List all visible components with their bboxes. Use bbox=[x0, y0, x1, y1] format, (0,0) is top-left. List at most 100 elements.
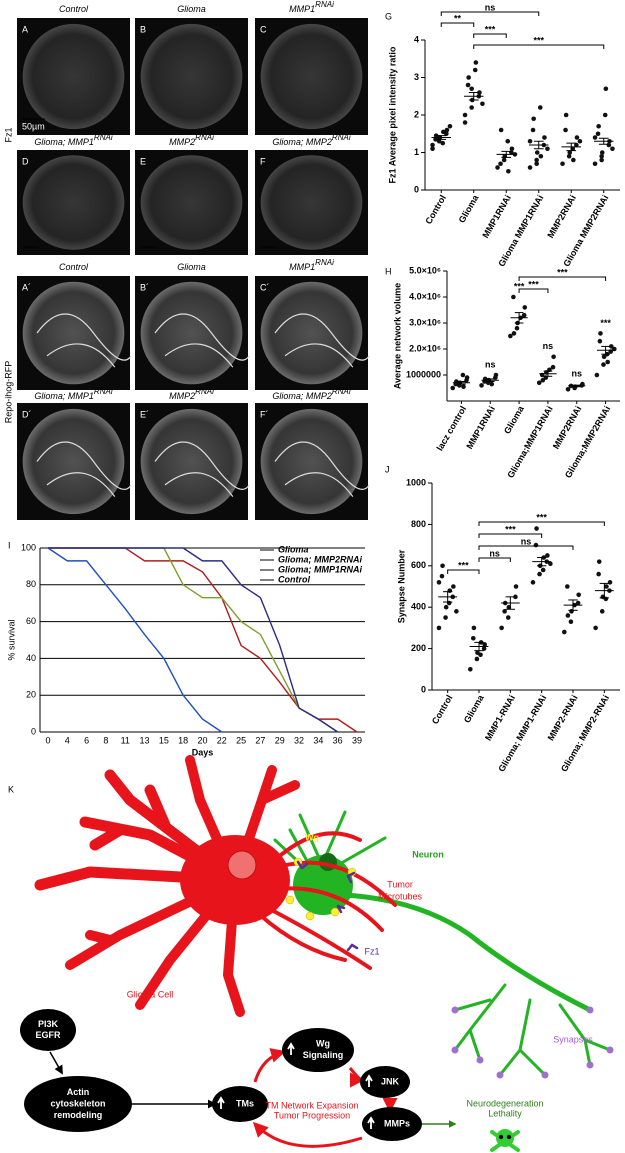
data-point bbox=[454, 609, 459, 614]
data-point bbox=[577, 138, 583, 144]
x-tick-label: MMP2RNAi bbox=[551, 404, 584, 451]
data-point bbox=[540, 567, 546, 573]
y-tick-label: 4.0×10⁶ bbox=[409, 291, 441, 301]
flow-node bbox=[282, 1028, 354, 1072]
y-tick-label: 200 bbox=[411, 643, 426, 653]
tissue bbox=[260, 155, 363, 250]
data-point bbox=[596, 123, 601, 129]
genotype-text: Glioma; MMP1 bbox=[34, 391, 94, 401]
genotype-text: Glioma; MMP2 bbox=[272, 137, 332, 147]
y-tick-label: 40 bbox=[26, 653, 36, 663]
data-point bbox=[480, 101, 485, 107]
data-point bbox=[508, 333, 513, 339]
tissue bbox=[260, 281, 363, 385]
fz1-label: Fz1 bbox=[364, 946, 379, 956]
tissue bbox=[140, 281, 243, 385]
data-point bbox=[430, 146, 435, 152]
x-tick-label: Control bbox=[430, 693, 455, 726]
network-texture bbox=[154, 441, 250, 497]
data-point bbox=[436, 138, 442, 144]
genotype-superscript: RNAi bbox=[94, 387, 113, 396]
stain-label: Fz1 bbox=[3, 127, 13, 142]
y-tick-label: 0 bbox=[414, 184, 419, 194]
x-tick-label: 39 bbox=[352, 735, 362, 745]
data-point bbox=[595, 131, 601, 137]
data-point bbox=[537, 105, 543, 110]
data-point bbox=[565, 387, 571, 392]
data-point bbox=[498, 127, 504, 133]
y-tick-label: 400 bbox=[411, 602, 426, 612]
panel-letter: A´ bbox=[22, 282, 31, 292]
tumor-microtubes-label: Tumor bbox=[387, 879, 413, 889]
flow-node-label: Signaling bbox=[303, 1050, 344, 1060]
genotype-label: Glioma; MMP2RNAi bbox=[272, 133, 350, 147]
tissue bbox=[140, 23, 243, 130]
data-point bbox=[566, 153, 572, 159]
significance-label: ns bbox=[543, 341, 554, 351]
data-point bbox=[567, 150, 573, 155]
data-point bbox=[538, 153, 544, 159]
outcome-label: Lethality bbox=[488, 1108, 522, 1118]
data-point bbox=[511, 294, 516, 300]
survival-line bbox=[47, 547, 223, 733]
data-point bbox=[592, 135, 598, 140]
data-point bbox=[447, 123, 453, 129]
data-point bbox=[440, 563, 445, 569]
data-point bbox=[596, 571, 601, 577]
panel-letter: B bbox=[140, 24, 146, 34]
genotype-superscript: RNAi bbox=[332, 133, 351, 142]
outcome-label: Neurodegeneration bbox=[466, 1098, 543, 1108]
significance-bracket bbox=[518, 288, 549, 293]
genotype-label: Glioma bbox=[177, 262, 206, 272]
panel-letter: H bbox=[385, 266, 392, 276]
data-point bbox=[551, 354, 556, 360]
survival-line bbox=[48, 547, 358, 733]
data-point bbox=[565, 584, 570, 589]
data-point bbox=[562, 629, 567, 635]
data-point bbox=[580, 381, 585, 387]
data-point bbox=[522, 305, 528, 310]
genotype-superscript: RNAi bbox=[315, 0, 334, 9]
x-tick-label: 15 bbox=[159, 735, 169, 745]
x-tick-label: MMP2RNAi bbox=[545, 193, 578, 240]
data-point bbox=[466, 75, 471, 80]
significance-label: ns bbox=[521, 536, 532, 546]
x-tick-label: 25 bbox=[236, 735, 246, 745]
data-point bbox=[548, 561, 553, 567]
data-point bbox=[565, 613, 571, 618]
panel-letter: C bbox=[260, 24, 267, 34]
tissue bbox=[22, 408, 125, 515]
data-point bbox=[473, 60, 479, 65]
data-point bbox=[498, 161, 503, 167]
data-point bbox=[534, 161, 539, 167]
data-point bbox=[534, 150, 540, 155]
x-tick-label: Glioma bbox=[502, 403, 526, 435]
network-texture bbox=[36, 313, 132, 368]
significance-bracket bbox=[478, 545, 574, 550]
genotype-label: MMP1RNAi bbox=[289, 258, 334, 272]
flow-node-label: PI3K bbox=[38, 1019, 59, 1029]
y-tick-label: 800 bbox=[411, 519, 426, 529]
genotype-text: Control bbox=[59, 4, 89, 14]
flow-node-label: Actin bbox=[67, 1087, 90, 1097]
x-tick-label: 6 bbox=[84, 735, 89, 745]
data-point bbox=[489, 381, 495, 387]
significance-label: *** bbox=[528, 279, 539, 289]
data-point bbox=[534, 526, 539, 531]
data-point bbox=[460, 372, 466, 378]
panel-letter: F´ bbox=[260, 409, 269, 419]
x-tick-label: MMP1RNAi bbox=[480, 193, 513, 240]
y-tick-label: 80 bbox=[26, 579, 36, 589]
flow-node-label: EGFR bbox=[35, 1030, 61, 1040]
flow-node bbox=[20, 1009, 76, 1051]
significance-label: ** bbox=[454, 13, 462, 23]
data-point bbox=[610, 146, 615, 152]
panel-letter: E´ bbox=[140, 409, 149, 419]
data-point bbox=[493, 372, 499, 378]
data-point bbox=[468, 667, 473, 672]
flow-arrows bbox=[49, 1048, 457, 1148]
panel-letter: F bbox=[260, 156, 266, 166]
significance-bracket bbox=[440, 11, 540, 16]
data-point bbox=[563, 127, 568, 133]
data-point bbox=[550, 364, 556, 370]
